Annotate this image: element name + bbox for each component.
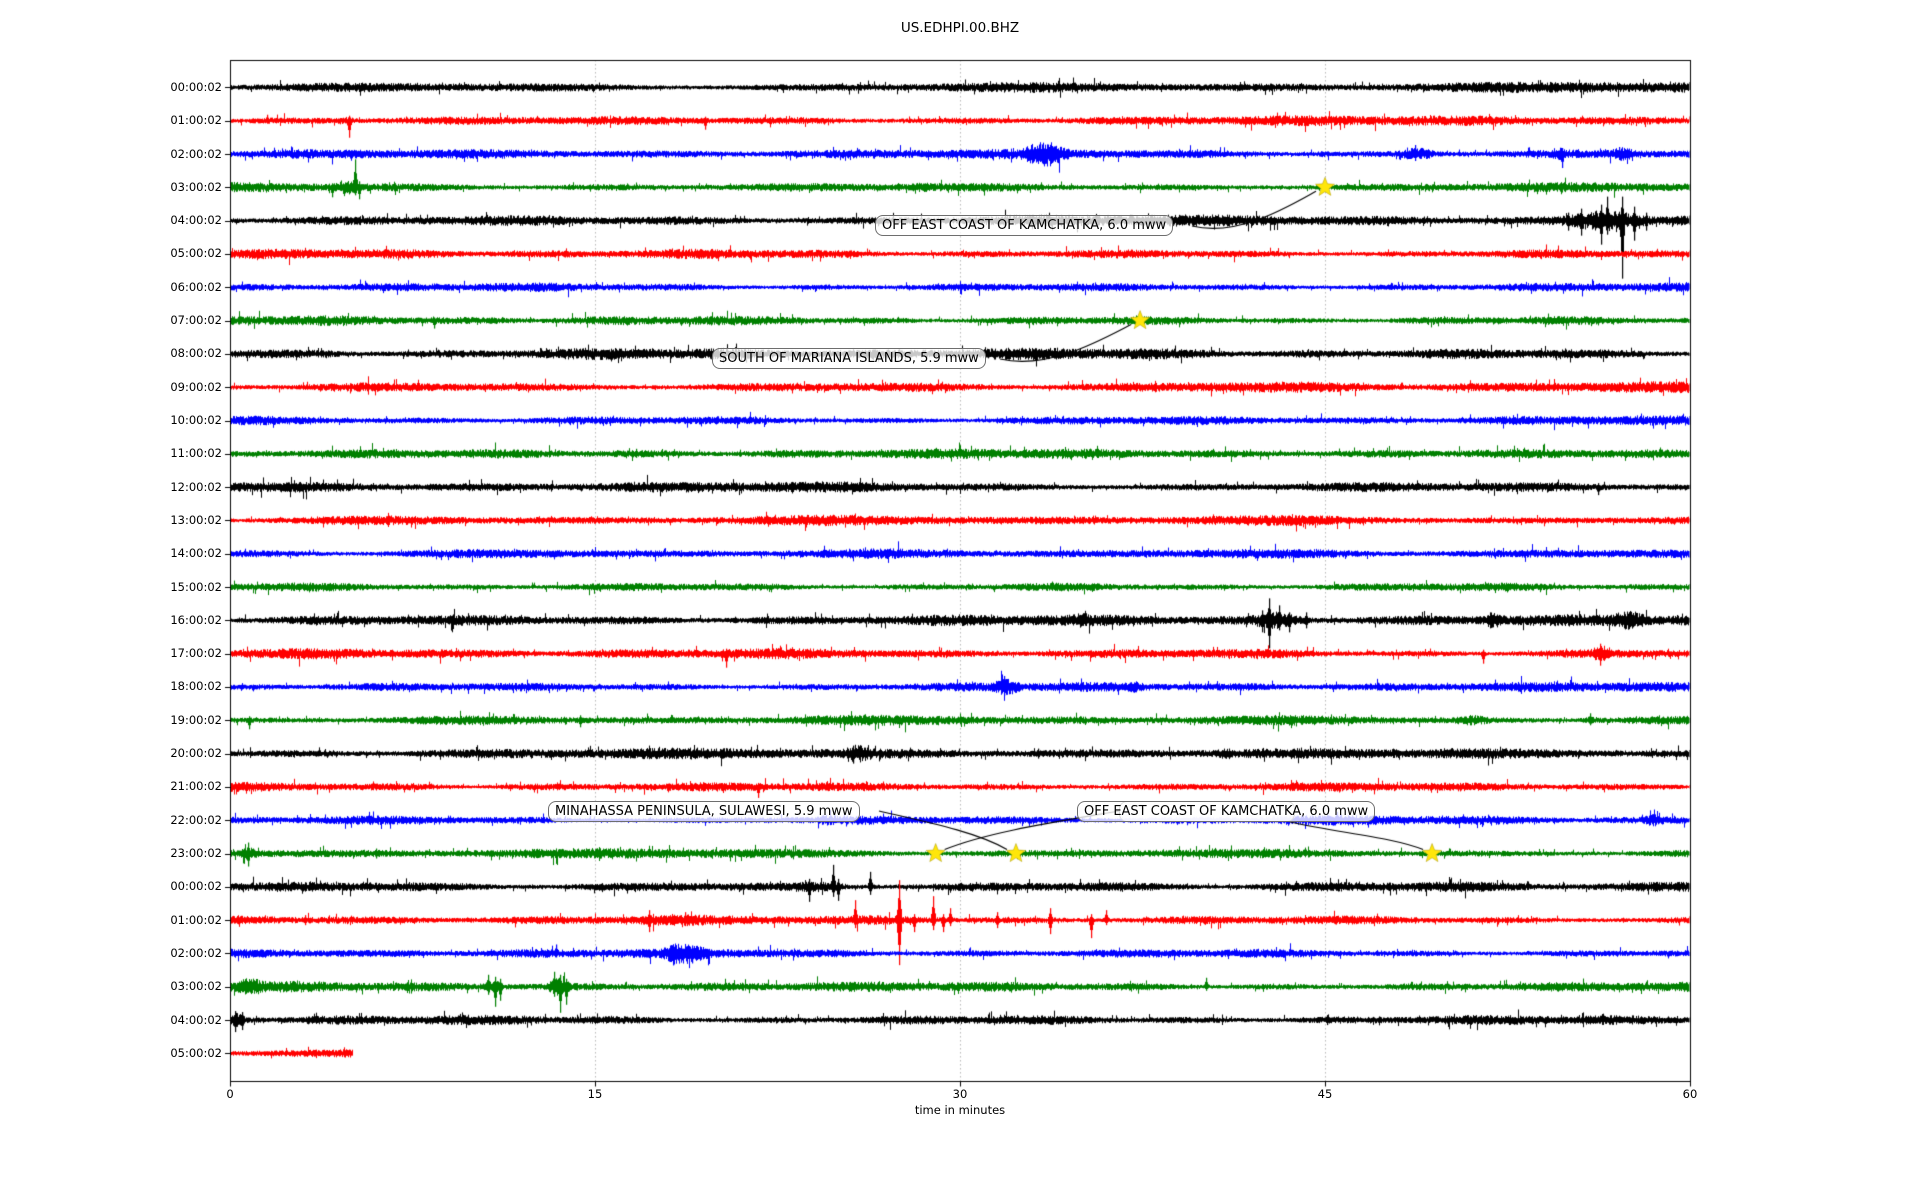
event-annotation-box: OFF EAST COAST OF KAMCHATKA, 6.0 mww bbox=[875, 215, 1174, 236]
event-annotation-box: MINAHASSA PENINSULA, SULAWESI, 5.9 mww bbox=[548, 801, 860, 822]
y-tick-label: 01:00:02 bbox=[170, 912, 222, 927]
y-tick-label: 14:00:02 bbox=[170, 546, 222, 561]
x-tick-label: 0 bbox=[226, 1087, 234, 1101]
x-tick-label: 30 bbox=[952, 1087, 968, 1101]
y-tick-label: 11:00:02 bbox=[170, 446, 222, 461]
y-tick-label: 03:00:02 bbox=[170, 179, 222, 194]
y-tick-label: 00:00:02 bbox=[170, 879, 222, 894]
x-tick-label: 45 bbox=[1317, 1087, 1333, 1101]
x-axis-label: time in minutes bbox=[914, 1103, 1006, 1117]
y-tick-label: 20:00:02 bbox=[170, 746, 222, 761]
event-annotation-box: SOUTH OF MARIANA ISLANDS, 5.9 mww bbox=[712, 348, 986, 369]
y-tick-label: 05:00:02 bbox=[170, 246, 222, 261]
y-tick-label: 03:00:02 bbox=[170, 979, 222, 994]
y-tick-label: 12:00:02 bbox=[170, 479, 222, 494]
y-tick-label: 01:00:02 bbox=[170, 113, 222, 128]
event-annotation-box: OFF EAST COAST OF KAMCHATKA, 6.0 mww bbox=[1077, 801, 1376, 822]
y-tick-label: 02:00:02 bbox=[170, 146, 222, 161]
y-tick-label: 16:00:02 bbox=[170, 612, 222, 627]
y-tick-label: 22:00:02 bbox=[170, 812, 222, 827]
y-tick-label: 18:00:02 bbox=[170, 679, 222, 694]
y-tick-label: 05:00:02 bbox=[170, 1045, 222, 1060]
y-tick-label: 15:00:02 bbox=[170, 579, 222, 594]
y-tick-label: 23:00:02 bbox=[170, 846, 222, 861]
y-tick-label: 09:00:02 bbox=[170, 379, 222, 394]
y-tick-label: 19:00:02 bbox=[170, 712, 222, 727]
y-tick-label: 02:00:02 bbox=[170, 945, 222, 960]
x-tick-label: 60 bbox=[1682, 1087, 1698, 1101]
y-tick-label: 00:00:02 bbox=[170, 79, 222, 94]
y-tick-label: 17:00:02 bbox=[170, 646, 222, 661]
y-tick-label: 04:00:02 bbox=[170, 1012, 222, 1027]
figure-title: US.EDHPI.00.BHZ bbox=[900, 20, 1020, 36]
y-tick-label: 21:00:02 bbox=[170, 779, 222, 794]
x-tick-label: 15 bbox=[587, 1087, 603, 1101]
y-tick-label: 13:00:02 bbox=[170, 512, 222, 527]
y-tick-label: 06:00:02 bbox=[170, 279, 222, 294]
y-tick-label: 08:00:02 bbox=[170, 346, 222, 361]
y-tick-label: 10:00:02 bbox=[170, 413, 222, 427]
y-tick-label: 07:00:02 bbox=[170, 313, 222, 328]
y-tick-label: 04:00:02 bbox=[170, 213, 222, 228]
